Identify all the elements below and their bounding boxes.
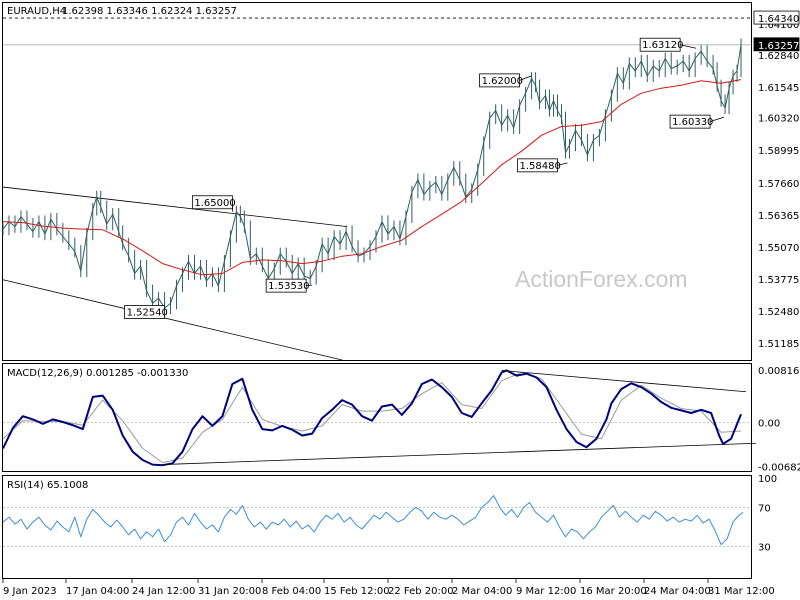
x-tick-label: 9 Mar 12:00 xyxy=(516,586,576,597)
annotation-box xyxy=(639,37,681,52)
price-panel-frame xyxy=(2,2,752,361)
x-tick-label: 16 Mar 20:00 xyxy=(580,586,647,597)
price-tick-label: 1.60320 xyxy=(758,113,799,124)
macd-panel-frame xyxy=(2,363,752,472)
x-tick-label: 22 Feb 20:00 xyxy=(388,586,454,597)
x-tick-label: 31 Jan 20:00 xyxy=(198,586,261,597)
price-tick-label: 1.55070 xyxy=(758,243,799,254)
channel-line-0 xyxy=(2,186,348,227)
macd-signal-line xyxy=(2,371,742,464)
annotation-leader xyxy=(557,162,568,166)
price-layer: 1.65000 1.52540 1.53530 1.62000 1.58480 1.631… xyxy=(2,17,751,361)
x-tick-label: 9 Jan 2023 xyxy=(3,586,57,597)
ohlc-readout: 1.62398 1.63346 1.62324 1.63257 xyxy=(62,6,237,17)
x-tick-label: 15 Feb 12:00 xyxy=(324,586,390,597)
annotation-label: 1.60330 xyxy=(672,117,713,128)
macd-trendline-1 xyxy=(162,442,757,465)
price-tick-label: 1.61545 xyxy=(758,83,799,94)
price-tick-label: 1.58995 xyxy=(758,146,799,157)
annotation-box xyxy=(517,158,558,173)
price-tick-label: 1.52480 xyxy=(758,307,799,318)
rsi-line xyxy=(2,495,744,546)
rsi-panel-frame xyxy=(2,475,752,579)
x-tick-label: 24 Mar 04:00 xyxy=(644,586,711,597)
macd-trendline-0 xyxy=(501,370,747,393)
annotation-label: 1.58480 xyxy=(519,161,560,172)
macd-tick-label: 0.00 xyxy=(758,419,780,430)
current-price-label: 1.63257 xyxy=(758,41,799,52)
annotation-label: 1.63120 xyxy=(642,40,683,51)
symbol-title: EURAUD,H4 xyxy=(7,6,66,17)
x-tick-label: 2 Mar 04:00 xyxy=(452,586,512,597)
annotation-label: 1.62000 xyxy=(482,76,523,87)
annotation-label: 1.65000 xyxy=(194,198,235,209)
annotation-box xyxy=(265,278,307,293)
x-tick-label: 17 Jan 04:00 xyxy=(66,586,129,597)
macd-layer xyxy=(2,369,757,467)
rsi-tick-label: 70 xyxy=(758,503,771,514)
rsi-layer xyxy=(2,495,751,547)
macd-line xyxy=(2,369,742,467)
price-tick-label: 1.57660 xyxy=(758,179,799,190)
macd-tick-label: 0.00816 xyxy=(758,366,799,377)
price-tick-label: 1.56365 xyxy=(758,211,799,222)
x-tick-label: 31 Mar 12:00 xyxy=(708,586,775,597)
watermark: ActionForex.com xyxy=(515,266,688,292)
axis-layer: 1.64100 1.62840 1.61545 1.60320 1.58995 1.576… xyxy=(2,10,800,597)
annotation-leader xyxy=(306,284,313,287)
rsi-title: RSI(14) 65.1008 xyxy=(7,480,88,491)
price-tick-label: 1.53775 xyxy=(758,275,799,286)
annotation-label: 1.53530 xyxy=(268,281,309,292)
annotation-box xyxy=(479,73,520,88)
annotation-label: 1.52540 xyxy=(127,308,168,319)
x-tick-label: 24 Jan 12:00 xyxy=(132,586,195,597)
x-tick-label: 8 Feb 04:00 xyxy=(262,586,321,597)
annotation-leader xyxy=(709,116,725,123)
price-tick-label: 1.64100 xyxy=(758,20,799,31)
annotation-box xyxy=(124,305,165,320)
sma-line xyxy=(2,79,742,276)
price-line xyxy=(2,44,742,309)
annotation-box xyxy=(669,114,711,129)
channel-line-1 xyxy=(2,279,343,361)
macd-title: MACD(12,26,9) 0.001285 -0.001330 xyxy=(7,368,188,379)
annotation-box xyxy=(191,195,233,210)
annotation-leader xyxy=(680,44,697,49)
rsi-tick-label: 100 xyxy=(758,474,777,485)
price-tick-label: 1.62840 xyxy=(758,51,799,62)
current-price-label-box xyxy=(753,37,800,52)
dashed-level-label-box xyxy=(753,10,800,25)
annotation-leader xyxy=(519,75,532,81)
price-tick-label: 1.51185 xyxy=(758,339,799,350)
dashed-level-label: 1.64340 xyxy=(758,14,799,25)
rsi-tick-label: 30 xyxy=(758,543,771,554)
